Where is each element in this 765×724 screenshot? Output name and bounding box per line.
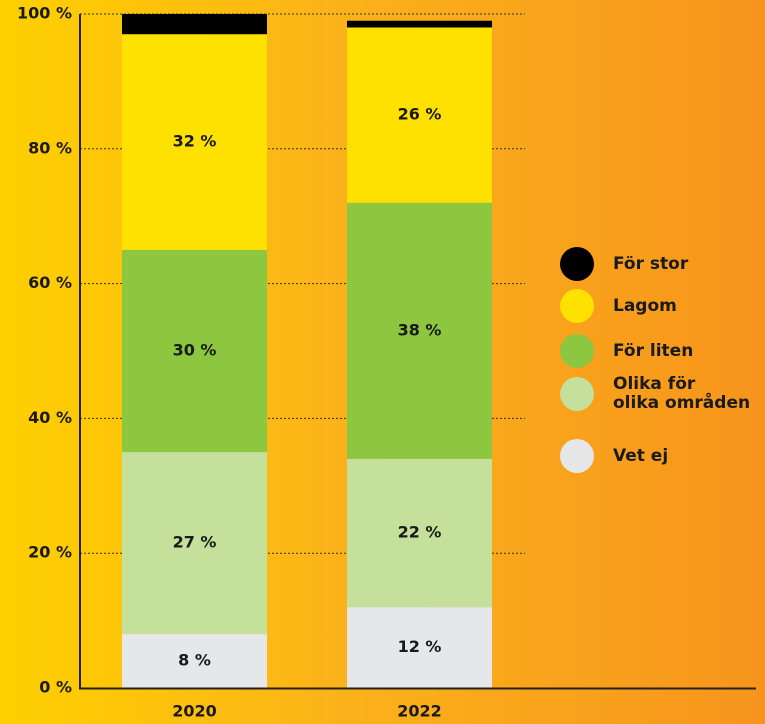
legend-label: För liten bbox=[613, 340, 694, 361]
bar-segment bbox=[122, 249, 267, 453]
bar-segment bbox=[122, 14, 267, 35]
legend-label: Vet ej bbox=[613, 445, 669, 466]
legend-swatch bbox=[560, 289, 594, 323]
legend-swatch bbox=[560, 247, 594, 281]
bar-segment bbox=[347, 607, 492, 688]
data-label: 12 % bbox=[398, 637, 442, 656]
data-label: 26 % bbox=[398, 105, 442, 124]
data-label: 27 % bbox=[173, 533, 217, 552]
legend-item: För liten bbox=[560, 334, 693, 368]
legend-item: Lagom bbox=[560, 289, 677, 323]
legend-swatch bbox=[560, 439, 594, 473]
legend-label: Olika för olika områden bbox=[613, 374, 751, 413]
y-tick-label: 0 % bbox=[39, 678, 72, 697]
legend-swatch bbox=[560, 377, 594, 411]
x-tick-label: 2020 bbox=[172, 702, 217, 721]
legend-item: För stor bbox=[560, 247, 688, 281]
legend-label: För stor bbox=[613, 253, 689, 274]
x-tick-label: 2022 bbox=[397, 702, 442, 721]
bar-segment bbox=[122, 634, 267, 688]
bars bbox=[122, 14, 492, 688]
bar-segment bbox=[347, 27, 492, 203]
legend-swatch bbox=[560, 334, 594, 368]
bar-segment bbox=[122, 452, 267, 635]
y-tick-label: 60 % bbox=[28, 273, 72, 292]
bar-segment bbox=[347, 202, 492, 459]
data-label: 30 % bbox=[173, 341, 217, 360]
legend-label: Lagom bbox=[613, 295, 677, 316]
y-tick-label: 40 % bbox=[28, 408, 72, 427]
y-tick-label: 100 % bbox=[17, 4, 72, 23]
data-label: 38 % bbox=[398, 320, 442, 339]
data-label: 8 % bbox=[178, 651, 211, 670]
y-tick-label: 80 % bbox=[28, 138, 72, 157]
bar-segment bbox=[122, 34, 267, 250]
bar-segment bbox=[347, 458, 492, 608]
legend-item: Vet ej bbox=[560, 439, 668, 473]
data-label: 32 % bbox=[173, 132, 217, 151]
y-tick-label: 20 % bbox=[28, 543, 72, 562]
data-label: 22 % bbox=[398, 522, 442, 541]
bar-segment bbox=[347, 20, 492, 28]
legend-item: Olika för olika områden bbox=[560, 375, 750, 413]
legend: För stor Lagom För liten Olika för olika om… bbox=[560, 0, 765, 724]
